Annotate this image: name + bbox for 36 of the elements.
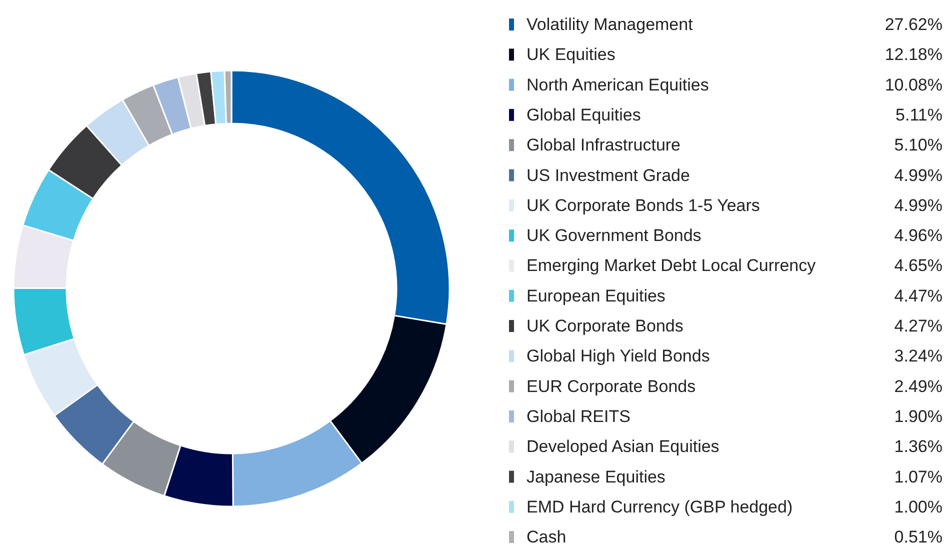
data-label: 2.49% [894, 376, 942, 396]
data-label: 5.11% [896, 105, 943, 124]
data-label: 1.36% [894, 437, 942, 456]
legend-label: UK Corporate Bonds 1-5 Years [526, 196, 760, 215]
data-label: 4.65% [894, 256, 942, 276]
data-label: 4.99% [894, 196, 942, 215]
data-label: 4.27% [894, 316, 942, 336]
data-label: 5.10% [894, 136, 942, 155]
data-label: 4.96% [894, 226, 942, 246]
legend-label: EMD Hard Currency (GBP hedged) [526, 497, 793, 516]
data-label: 27.62% [884, 15, 943, 34]
legend-label: Cash [526, 528, 566, 546]
data-label: 0.51% [894, 528, 942, 546]
data-label: 12.18% [884, 45, 943, 64]
legend-label: UK Corporate Bonds [526, 316, 684, 336]
data-label: 10.08% [884, 75, 943, 94]
data-label: 4.47% [894, 286, 942, 306]
legend-label: UK Government Bonds [526, 226, 702, 246]
legend-label: US Investment Grade [526, 166, 690, 185]
data-label: 3.24% [894, 346, 942, 366]
legend-label: Global REITS [526, 406, 630, 426]
legend-label: Developed Asian Equities [526, 437, 720, 456]
legend-label: Volatility Management [526, 15, 694, 34]
legend-label: European Equities [526, 286, 666, 306]
legend-label: UK Equities [526, 45, 616, 64]
data-label: 1.00% [894, 497, 942, 516]
legend-label: North American Equities [526, 75, 709, 94]
legend-label: EUR Corporate Bonds [526, 376, 696, 396]
legend-label: Global Equities [526, 105, 641, 124]
legend-label: Global High Yield Bonds [526, 346, 710, 366]
data-label: 1.07% [894, 467, 942, 486]
legend-label: Emerging Market Debt Local Currency [526, 256, 816, 276]
data-label: 4.99% [894, 166, 942, 185]
legend-label: Japanese Equities [526, 467, 666, 486]
data-label: 1.90% [894, 406, 942, 426]
legend-label: Global Infrastructure [526, 136, 681, 155]
